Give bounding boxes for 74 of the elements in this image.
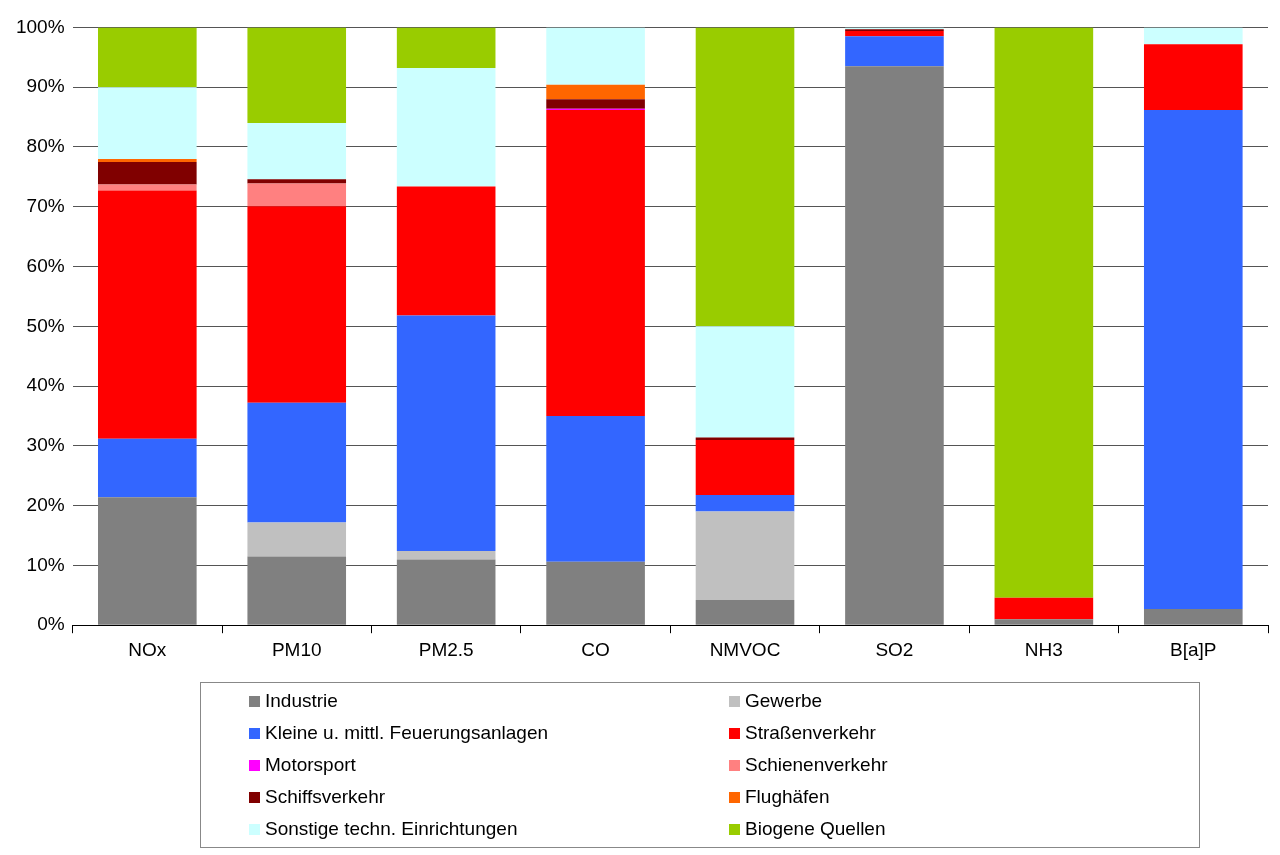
legend-label: Schienenverkehr: [745, 754, 888, 776]
y-tick-label: 20%: [26, 493, 65, 515]
bar: [396, 559, 496, 625]
bar: [247, 27, 347, 124]
bar: [845, 30, 944, 37]
legend-label: Gewerbe: [745, 690, 823, 712]
x-tick-label: NH3: [1024, 638, 1063, 660]
bar: [546, 99, 645, 109]
legend-label: Schiffsverkehr: [265, 786, 386, 808]
bar: [695, 600, 795, 625]
y-tick-label: 0%: [37, 613, 65, 635]
bar: [98, 497, 197, 625]
x-tick-label: CO: [581, 638, 610, 660]
bar: [695, 511, 795, 601]
bar: [845, 66, 944, 625]
bar: [546, 109, 645, 416]
x-tick-label: SO2: [875, 638, 914, 660]
bar: [98, 158, 197, 162]
bar: [994, 27, 1094, 598]
y-tick-label: 40%: [26, 374, 65, 396]
bar: [396, 68, 496, 187]
bar: [247, 522, 347, 557]
bar: [994, 619, 1094, 625]
bar: [98, 438, 197, 498]
bar: [994, 597, 1094, 620]
bar: [98, 190, 197, 439]
bar: [247, 556, 347, 625]
y-tick-label: 60%: [26, 254, 65, 276]
y-tick-label: 80%: [26, 135, 65, 157]
y-tick-label: 10%: [26, 553, 65, 575]
bar: [247, 179, 347, 184]
bar: [98, 161, 197, 185]
bar: [546, 27, 645, 85]
bar: [396, 315, 496, 552]
bar: [695, 439, 795, 495]
legend-label: Industrie: [265, 690, 338, 712]
legend-label: Motorsport: [265, 754, 356, 776]
y-tick-label: 70%: [26, 194, 65, 216]
y-tick-label: 30%: [26, 434, 65, 456]
bar: [845, 36, 944, 67]
legend-label: Straßenverkehr: [745, 722, 876, 744]
bar: [695, 27, 795, 327]
legend-label: Flughäfen: [745, 786, 830, 808]
bar: [98, 87, 197, 159]
bar: [1143, 27, 1243, 45]
legend-label: Sonstige techn. Einrichtungen: [265, 818, 518, 840]
bar: [247, 183, 347, 207]
x-tick-label: NMVOC: [709, 638, 781, 660]
bar: [98, 27, 197, 88]
bar: [396, 551, 496, 560]
bar: [546, 561, 645, 625]
y-tick-label: 50%: [26, 314, 65, 336]
bar: [396, 27, 496, 69]
y-tick-label: 100%: [15, 15, 65, 37]
bar: [1143, 609, 1243, 625]
bar: [247, 123, 347, 180]
bar: [1143, 44, 1243, 110]
bar: [546, 415, 645, 562]
x-tick-label: NOx: [128, 638, 167, 660]
bar: [396, 186, 496, 316]
bar: [695, 494, 795, 512]
bar: [695, 437, 795, 440]
bar: [247, 206, 347, 403]
bar: [546, 84, 645, 100]
x-tick-label: B[a]P: [1170, 638, 1217, 660]
bar: [247, 402, 347, 523]
x-tick-label: PM2.5: [418, 638, 474, 660]
y-tick-label: 90%: [26, 75, 65, 97]
bar: [98, 184, 197, 191]
legend-label: Biogene Quellen: [745, 818, 886, 840]
x-tick-label: PM10: [271, 638, 322, 660]
bar: [695, 326, 795, 438]
bar: [1143, 109, 1243, 610]
legend-label: Kleine u. mittl. Feuerungsanlagen: [265, 722, 549, 744]
